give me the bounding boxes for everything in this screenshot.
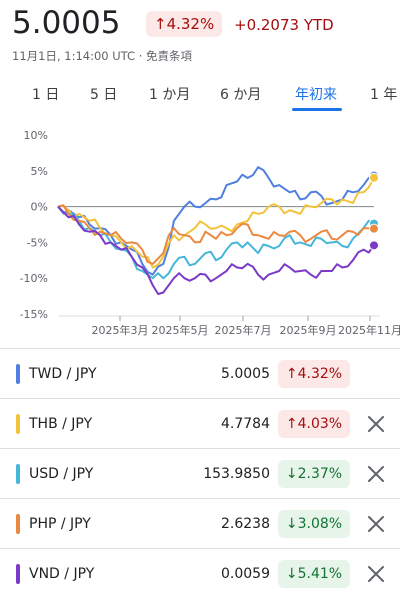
pair-label: THB / JPY [29, 416, 93, 432]
pair-change-badge: ↑4.32% [278, 360, 350, 388]
series-line [57, 205, 375, 295]
pair-label: VND / JPY [29, 566, 95, 582]
change-percent-badge: ↑4.32% [146, 11, 223, 37]
x-tick-label: 2025年11月 [338, 323, 400, 337]
quote-header: 5.0005 ↑4.32% +0.2073 YTD [12, 6, 400, 40]
active-tab-indicator [292, 108, 342, 111]
series-color-swatch [16, 514, 20, 534]
series-endpoint-dot [369, 240, 379, 251]
tab-1-year[interactable]: 1 年 [370, 87, 398, 103]
x-tick-label: 2025年5月 [152, 323, 209, 337]
y-tick-label: -10% [20, 272, 48, 285]
list-item[interactable]: USD / JPY 153.9850 ↓2.37% [0, 448, 400, 499]
tab-1-day[interactable]: 1 日 [32, 87, 60, 103]
range-tabs: 1 日 5 日 1 か月 6 か月 年初来 1 年 [0, 78, 400, 112]
pair-change-badge: ↓2.37% [278, 460, 350, 488]
pair-value: 153.9850 [203, 466, 270, 482]
series-endpoint-dot [369, 172, 379, 183]
x-tick-label: 2025年9月 [280, 323, 337, 337]
tab-5-day[interactable]: 5 日 [90, 87, 118, 103]
series-line [57, 177, 375, 269]
list-item[interactable]: PHP / JPY 2.6238 ↓3.08% [0, 498, 400, 549]
tab-6-month[interactable]: 6 か月 [220, 87, 262, 103]
y-tick-label: 5% [31, 165, 48, 178]
tab-ytd[interactable]: 年初来 [295, 87, 337, 103]
pair-change-badge: ↓3.08% [278, 510, 350, 538]
close-icon[interactable] [364, 462, 388, 486]
y-tick-label: 10% [24, 129, 48, 142]
series-color-swatch [16, 364, 20, 384]
list-item[interactable]: THB / JPY 4.7784 ↑4.03% [0, 398, 400, 449]
pair-change-badge: ↑4.03% [278, 410, 350, 438]
pair-label: PHP / JPY [29, 516, 91, 532]
series-line [57, 204, 375, 265]
y-tick-label: -15% [20, 308, 48, 321]
pair-label: TWD / JPY [29, 366, 97, 382]
y-tick-label: 0% [31, 201, 48, 214]
series-color-swatch [16, 414, 20, 434]
list-item[interactable]: TWD / JPY 5.0005 ↑4.32% [0, 348, 400, 399]
close-icon[interactable] [364, 512, 388, 536]
pair-value: 0.0059 [221, 566, 270, 582]
pair-value: 4.7784 [221, 416, 270, 432]
timestamp-disclaimer[interactable]: 11月1日, 1:14:00 UTC · 免責条項 [12, 49, 193, 63]
close-icon[interactable] [364, 412, 388, 436]
series-color-swatch [16, 564, 20, 584]
pair-change-badge: ↓5.41% [278, 560, 350, 588]
chart-svg: 10% 5% 0% -5% -10% -15% 2025年3月 2025年5月 2025年7月 2… [20, 129, 400, 337]
list-item[interactable]: VND / JPY 0.0059 ↓5.41% [0, 548, 400, 595]
comparison-chart[interactable]: 10% 5% 0% -5% -10% -15% 2025年3月 2025年5月 2025年7月 2… [0, 118, 400, 348]
series-endpoint-dot [369, 223, 379, 234]
x-tick-label: 2025年7月 [215, 323, 272, 337]
pair-value: 5.0005 [221, 366, 270, 382]
x-tick-label: 2025年3月 [92, 323, 149, 337]
ytd-change: +0.2073 YTD [234, 16, 334, 34]
series-color-swatch [16, 464, 20, 484]
pair-value: 2.6238 [221, 516, 270, 532]
tab-1-month[interactable]: 1 か月 [149, 87, 191, 103]
pair-label: USD / JPY [29, 466, 94, 482]
current-price: 5.0005 [12, 5, 121, 41]
y-tick-label: -5% [27, 236, 48, 249]
close-icon[interactable] [364, 562, 388, 586]
